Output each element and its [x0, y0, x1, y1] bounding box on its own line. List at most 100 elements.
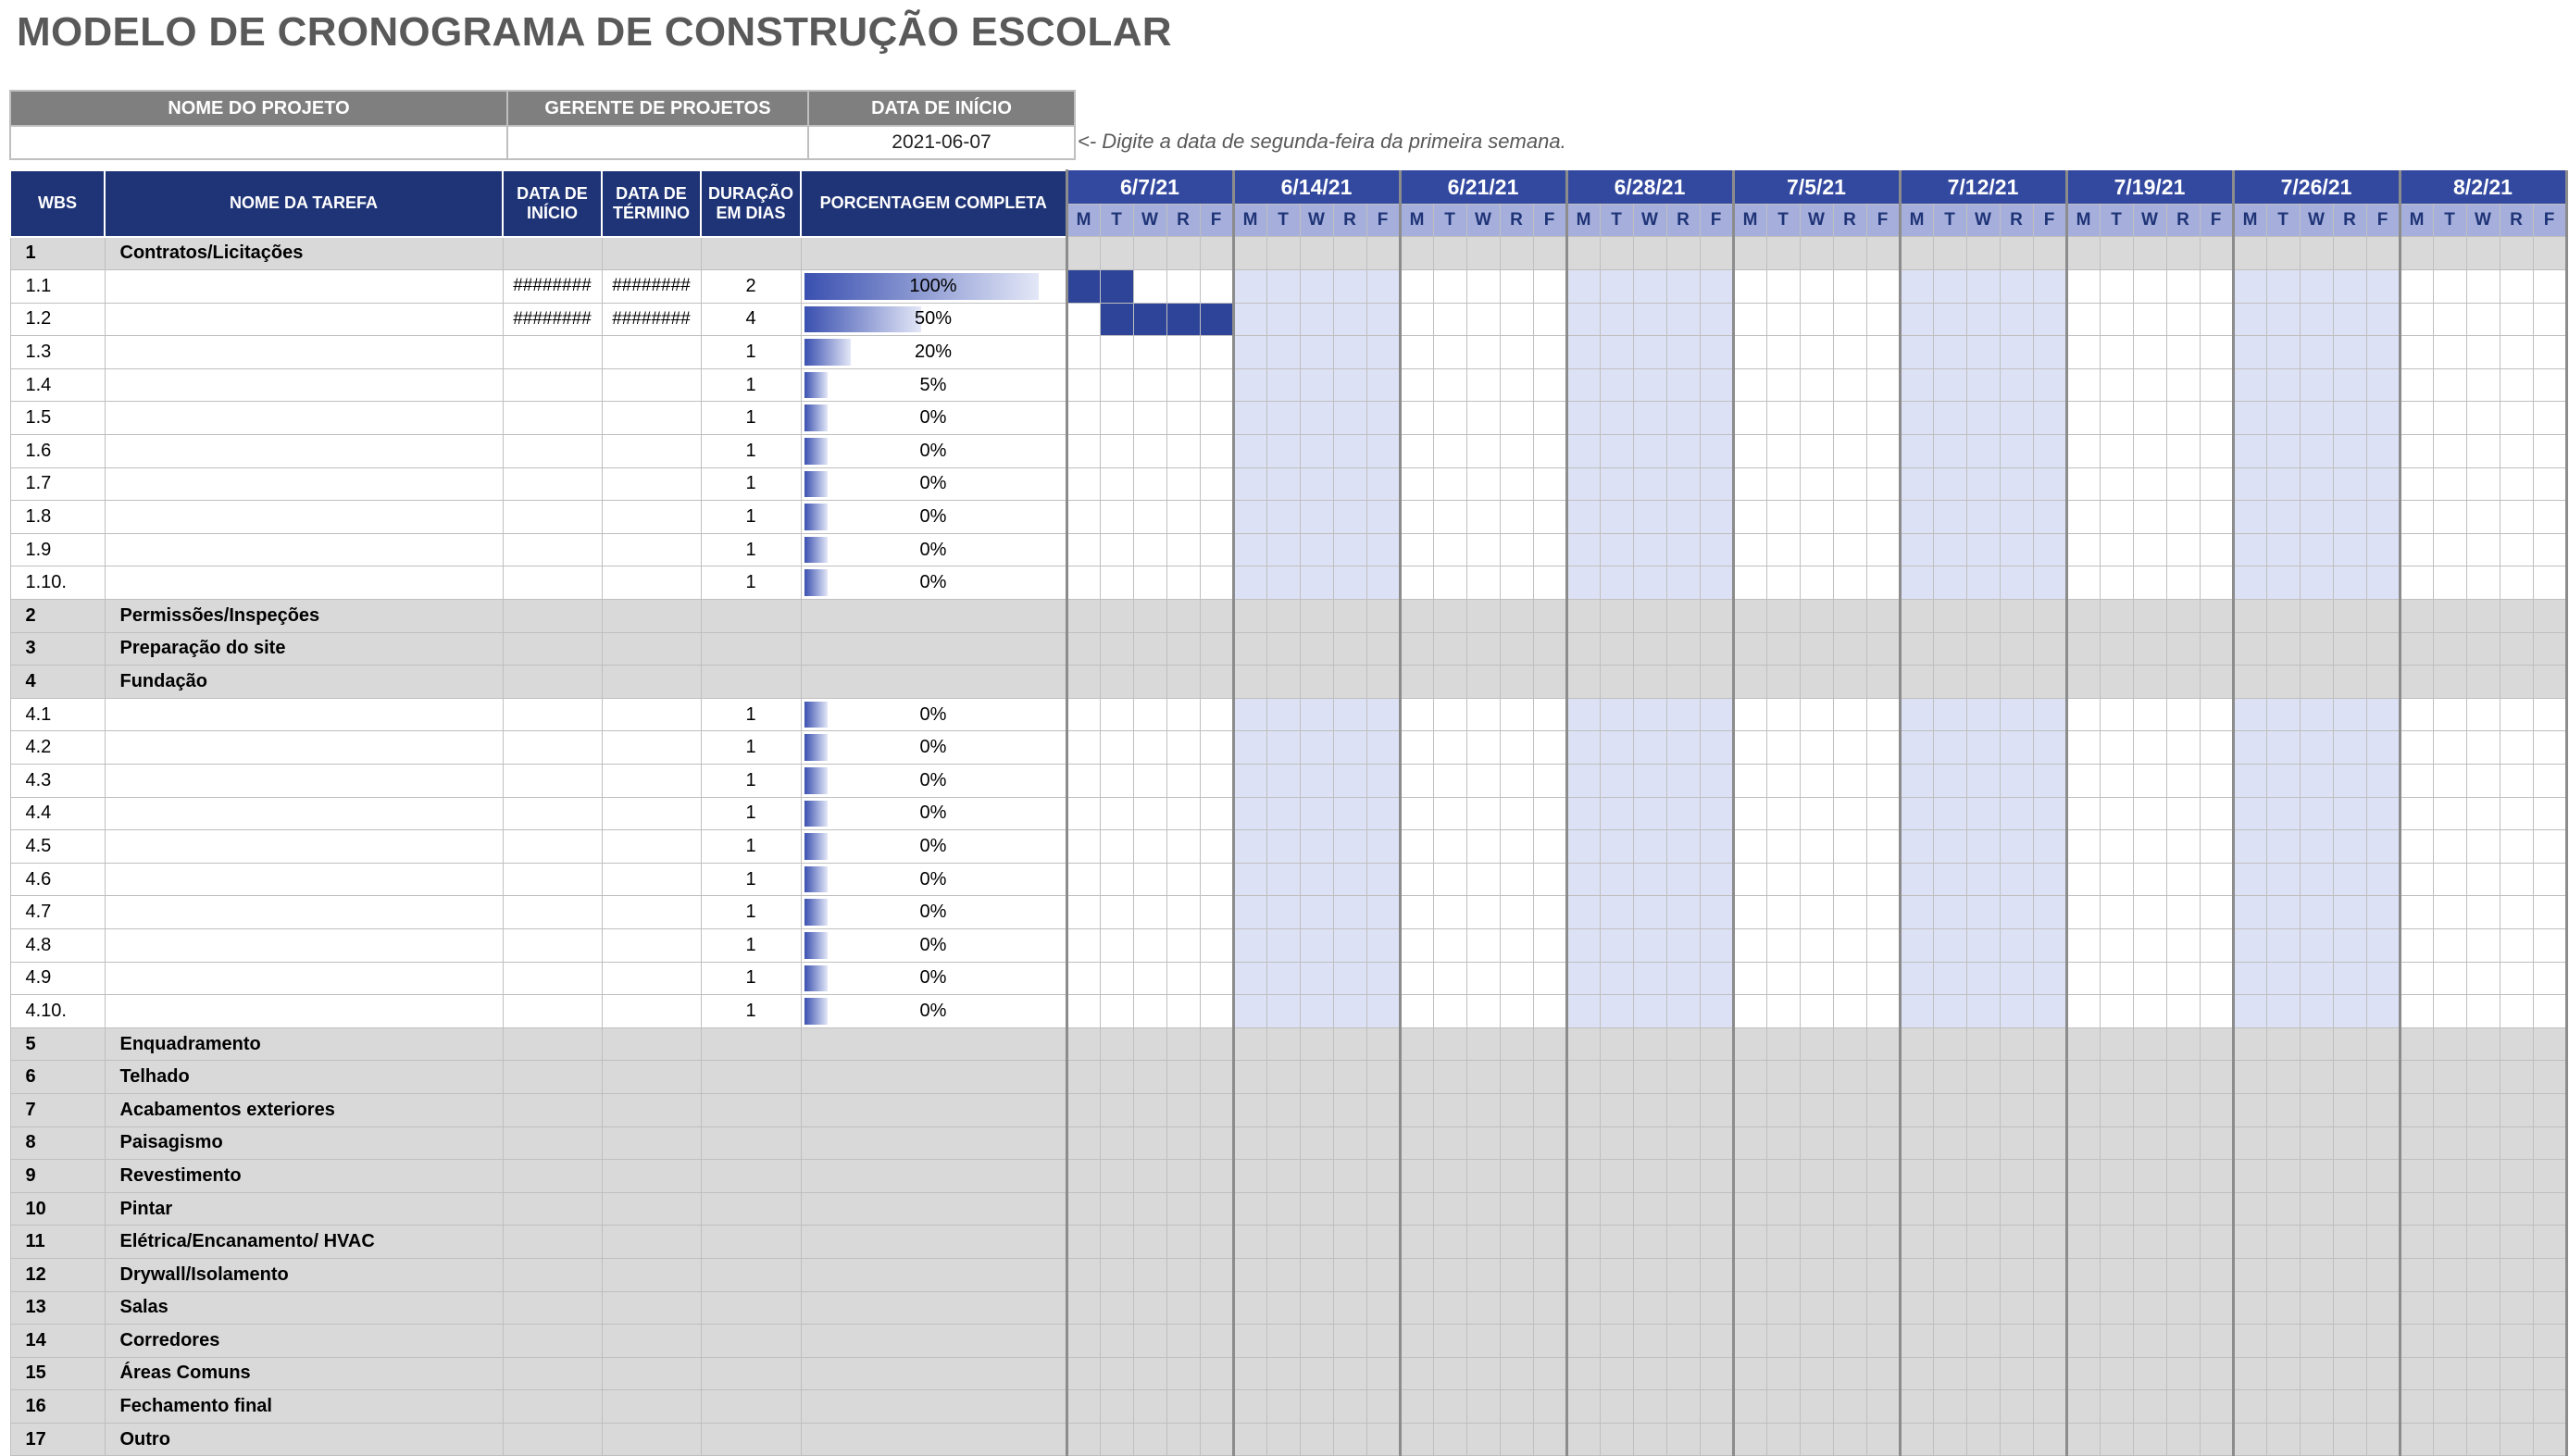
gantt-cell[interactable] — [1299, 335, 1334, 369]
gantt-cell[interactable] — [1898, 1159, 1934, 1193]
gantt-cell[interactable] — [2499, 302, 2534, 337]
gantt-cell[interactable] — [1465, 829, 1501, 864]
gantt-cell[interactable] — [2231, 401, 2267, 436]
gantt-cell[interactable] — [1965, 1324, 2001, 1358]
gantt-cell[interactable] — [2064, 1159, 2101, 1193]
gantt-cell[interactable] — [1065, 401, 1101, 436]
task-name-cell[interactable] — [104, 730, 504, 765]
gantt-cell[interactable] — [1432, 895, 1467, 929]
gantt-cell[interactable] — [1166, 862, 1201, 897]
duration-cell[interactable] — [700, 1290, 802, 1325]
gantt-cell[interactable] — [1632, 1027, 1667, 1062]
gantt-cell[interactable] — [1665, 269, 1701, 304]
gantt-cell[interactable] — [1432, 235, 1467, 271]
start-date-cell[interactable] — [502, 1324, 603, 1358]
gantt-cell[interactable] — [1699, 764, 1734, 798]
gantt-cell[interactable] — [1199, 599, 1234, 633]
gantt-cell[interactable] — [1398, 862, 1434, 897]
gantt-cell[interactable] — [2064, 994, 2101, 1028]
gantt-cell[interactable] — [2199, 697, 2234, 732]
gantt-cell[interactable] — [2064, 532, 2101, 567]
gantt-cell[interactable] — [1832, 367, 1867, 403]
gantt-cell[interactable] — [1432, 367, 1467, 403]
gantt-cell[interactable] — [1398, 1126, 1434, 1161]
gantt-cell[interactable] — [2199, 1225, 2234, 1259]
gantt-cell[interactable] — [1166, 566, 1201, 601]
duration-cell[interactable]: 2 — [700, 269, 802, 304]
gantt-cell[interactable] — [1432, 862, 1467, 897]
task-name-cell[interactable]: Outro — [104, 1422, 504, 1456]
gantt-cell[interactable] — [1266, 1092, 1301, 1127]
gantt-cell[interactable] — [1299, 302, 1334, 337]
gantt-cell[interactable] — [1898, 631, 1934, 666]
gantt-cell[interactable] — [1366, 335, 1401, 369]
gantt-cell[interactable] — [2132, 302, 2167, 337]
gantt-cell[interactable] — [1632, 1092, 1667, 1127]
gantt-cell[interactable] — [1432, 927, 1467, 963]
gantt-cell[interactable] — [1532, 367, 1567, 403]
gantt-cell[interactable] — [1799, 796, 1834, 831]
gantt-cell[interactable] — [2231, 862, 2267, 897]
gantt-cell[interactable] — [1199, 1159, 1234, 1193]
gantt-cell[interactable] — [2465, 1356, 2500, 1391]
gantt-cell[interactable] — [1731, 1290, 1767, 1325]
gantt-cell[interactable] — [1065, 335, 1101, 369]
gantt-cell[interactable] — [1332, 1225, 1367, 1259]
gantt-cell[interactable] — [1898, 927, 1934, 963]
gantt-cell[interactable] — [2332, 927, 2367, 963]
gantt-cell[interactable] — [1932, 235, 1967, 271]
gantt-cell[interactable] — [2499, 1027, 2534, 1062]
gantt-cell[interactable] — [2032, 764, 2067, 798]
gantt-cell[interactable] — [1231, 1257, 1267, 1292]
gantt-cell[interactable] — [1599, 1225, 1634, 1259]
gantt-cell[interactable] — [1565, 961, 1601, 996]
gantt-cell[interactable] — [1599, 1191, 1634, 1226]
end-date-cell[interactable] — [601, 895, 702, 929]
gantt-cell[interactable] — [1499, 1422, 1534, 1456]
gantt-cell[interactable] — [2265, 895, 2301, 929]
gantt-cell[interactable] — [2132, 829, 2167, 864]
gantt-cell[interactable] — [1932, 1159, 1967, 1193]
gantt-cell[interactable] — [1599, 895, 1634, 929]
gantt-cell[interactable] — [1765, 796, 1801, 831]
gantt-cell[interactable] — [2132, 961, 2167, 996]
gantt-cell[interactable] — [1099, 1422, 1134, 1456]
gantt-cell[interactable] — [1765, 467, 1801, 502]
gantt-cell[interactable] — [2465, 961, 2500, 996]
gantt-cell[interactable] — [2398, 434, 2434, 468]
gantt-cell[interactable] — [1332, 1422, 1367, 1456]
gantt-cell[interactable] — [1765, 599, 1801, 633]
gantt-cell[interactable] — [1065, 302, 1101, 337]
gantt-cell[interactable] — [2398, 1257, 2434, 1292]
gantt-cell[interactable] — [1132, 1060, 1167, 1094]
gantt-cell[interactable] — [1599, 764, 1634, 798]
gantt-cell[interactable] — [1299, 796, 1334, 831]
gantt-cell[interactable] — [1099, 764, 1134, 798]
gantt-cell[interactable] — [1999, 500, 2034, 534]
gantt-cell[interactable] — [1299, 1356, 1334, 1391]
gantt-cell[interactable] — [2132, 235, 2167, 271]
gantt-cell[interactable] — [1999, 862, 2034, 897]
gantt-cell[interactable] — [2365, 994, 2401, 1028]
percent-complete-cell[interactable]: 0% — [800, 994, 1067, 1028]
gantt-cell[interactable] — [2064, 235, 2101, 271]
gantt-cell[interactable] — [1398, 994, 1434, 1028]
wbs-cell[interactable]: 1.5 — [9, 401, 106, 436]
gantt-bar-cell[interactable] — [1132, 302, 1167, 337]
gantt-cell[interactable] — [2199, 764, 2234, 798]
gantt-cell[interactable] — [1465, 862, 1501, 897]
gantt-cell[interactable] — [1065, 665, 1101, 699]
gantt-cell[interactable] — [2398, 302, 2434, 337]
gantt-cell[interactable] — [2465, 796, 2500, 831]
gantt-cell[interactable] — [1532, 1092, 1567, 1127]
gantt-cell[interactable] — [2299, 697, 2334, 732]
gantt-cell[interactable] — [2465, 467, 2500, 502]
gantt-cell[interactable] — [1132, 862, 1167, 897]
gantt-cell[interactable] — [1231, 1356, 1267, 1391]
gantt-cell[interactable] — [2532, 697, 2568, 732]
gantt-cell[interactable] — [1432, 1422, 1467, 1456]
gantt-cell[interactable] — [1398, 500, 1434, 534]
gantt-cell[interactable] — [1932, 367, 1967, 403]
gantt-cell[interactable] — [2199, 367, 2234, 403]
gantt-cell[interactable] — [1599, 665, 1634, 699]
